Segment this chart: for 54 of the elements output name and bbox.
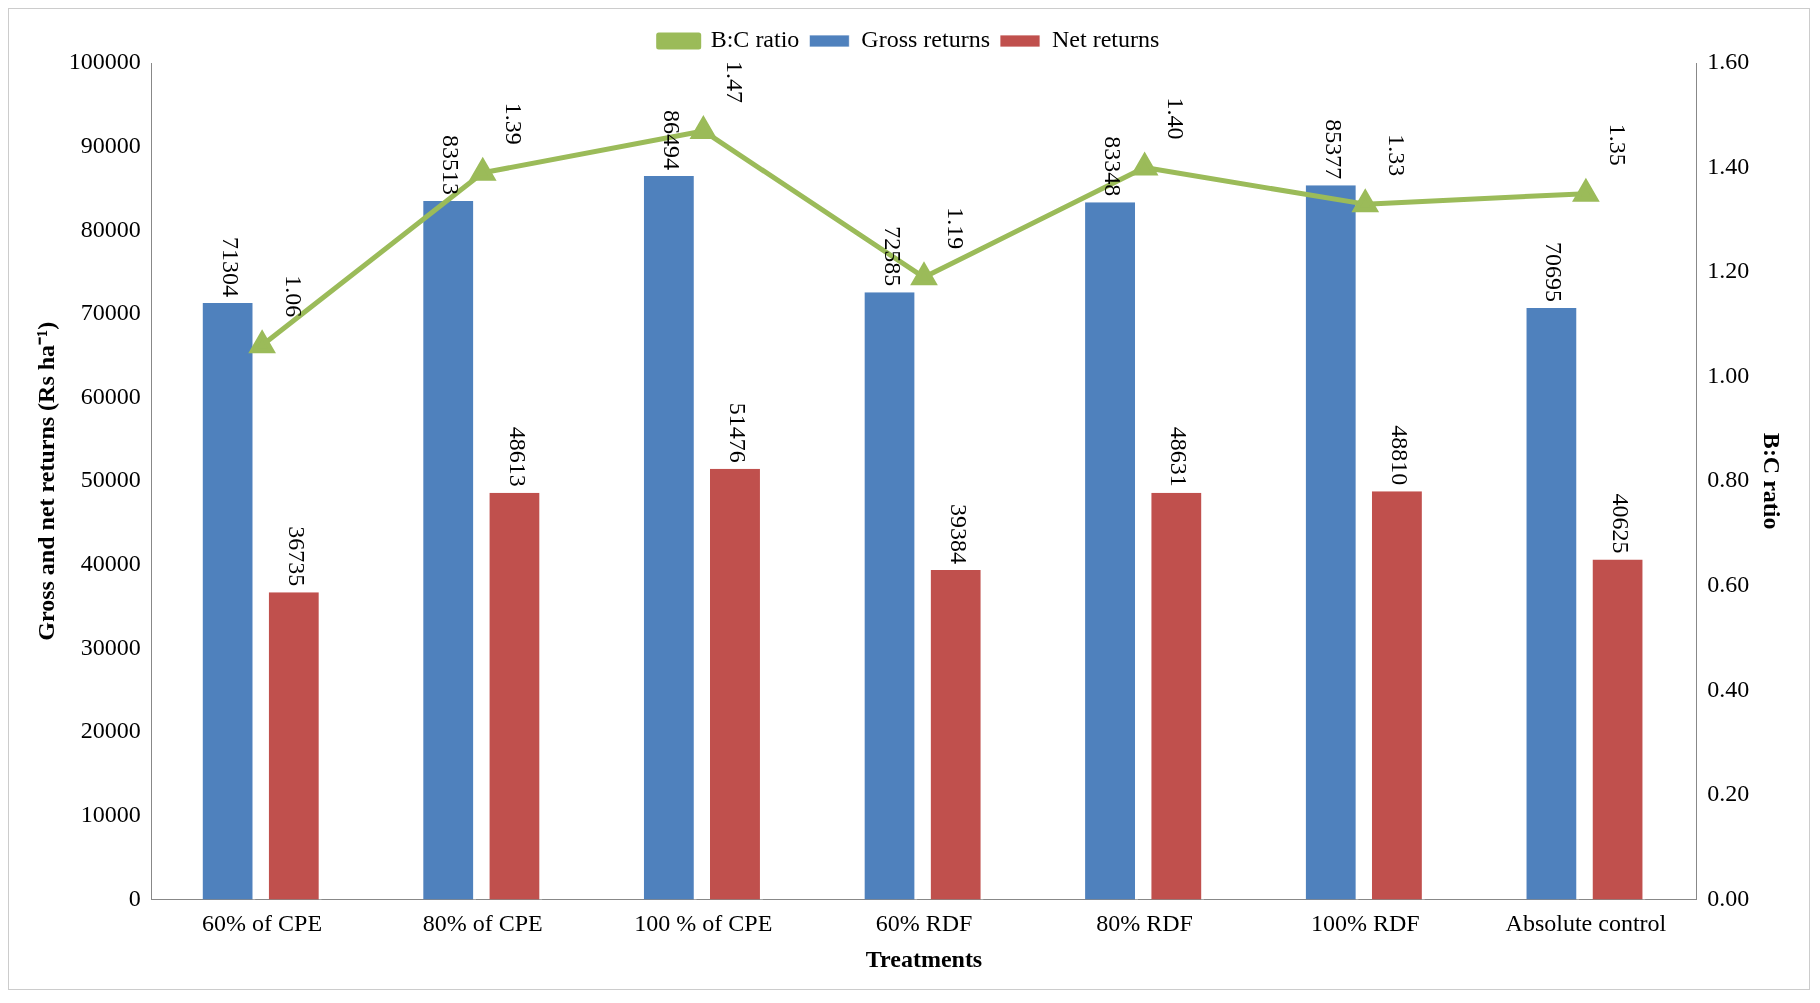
data-label: 48613 xyxy=(504,426,531,487)
y-tick-label: 60000 xyxy=(80,382,141,409)
data-label: 39384 xyxy=(945,503,972,564)
y-tick-label: 70000 xyxy=(80,299,141,326)
data-label: 1.06 xyxy=(280,275,307,318)
data-label: 1.39 xyxy=(501,102,528,145)
legend-label: Net returns xyxy=(1052,26,1160,53)
y-tick-label: 90000 xyxy=(80,131,141,158)
legend-label: B:C ratio xyxy=(710,26,800,53)
y2-axis-title: B:C ratio xyxy=(1759,432,1786,530)
y2-tick-label: 1.00 xyxy=(1707,361,1750,388)
data-label: 1.19 xyxy=(942,207,969,250)
y-tick-label: 0 xyxy=(128,884,141,911)
data-label: 48631 xyxy=(1166,426,1193,487)
y2-tick-label: 0.00 xyxy=(1707,884,1750,911)
y-tick-label: 50000 xyxy=(80,466,141,493)
y-tick-label: 10000 xyxy=(80,801,141,828)
data-label: 51476 xyxy=(725,402,752,463)
data-label: 72585 xyxy=(879,226,906,287)
y2-tick-label: 1.40 xyxy=(1707,152,1750,179)
legend-label: Gross returns xyxy=(861,26,991,53)
y-tick-label: 20000 xyxy=(80,717,141,744)
y-axis-title: Gross and net returns (Rs ha⁻¹) xyxy=(32,321,59,641)
data-label: 1.47 xyxy=(722,60,749,103)
x-tick-label: 60% RDF xyxy=(875,910,973,937)
data-label: 1.40 xyxy=(1163,97,1190,140)
y-tick-label: 80000 xyxy=(80,215,141,242)
data-label: 86494 xyxy=(658,109,685,170)
x-tick-label: 60% of CPE xyxy=(202,910,323,937)
y2-tick-label: 0.60 xyxy=(1707,571,1750,598)
y2-tick-label: 0.40 xyxy=(1707,675,1750,702)
y2-tick-label: 1.60 xyxy=(1707,48,1750,75)
x-tick-label: 100 % of CPE xyxy=(634,910,773,937)
data-label: 71304 xyxy=(217,237,244,298)
x-axis-title: Treatments xyxy=(865,945,983,972)
data-label: 83348 xyxy=(1100,136,1127,197)
data-label: 1.35 xyxy=(1604,123,1631,166)
data-label: 36735 xyxy=(283,526,310,587)
x-tick-label: 80% of CPE xyxy=(422,910,543,937)
y-tick-label: 100000 xyxy=(68,48,141,75)
data-label: 85377 xyxy=(1320,119,1347,180)
y-tick-label: 40000 xyxy=(80,550,141,577)
data-label: 83513 xyxy=(438,134,465,195)
y2-tick-label: 0.80 xyxy=(1707,466,1750,493)
data-label: 48810 xyxy=(1387,425,1414,486)
data-label: 40625 xyxy=(1607,493,1634,554)
data-label: 70695 xyxy=(1541,242,1568,303)
x-tick-label: Absolute control xyxy=(1505,910,1667,937)
y-tick-label: 30000 xyxy=(80,633,141,660)
y2-tick-label: 0.20 xyxy=(1707,780,1750,807)
x-tick-label: 100% RDF xyxy=(1310,910,1420,937)
x-tick-label: 80% RDF xyxy=(1096,910,1193,937)
data-label: 1.33 xyxy=(1383,134,1410,177)
y2-tick-label: 1.20 xyxy=(1707,257,1750,284)
